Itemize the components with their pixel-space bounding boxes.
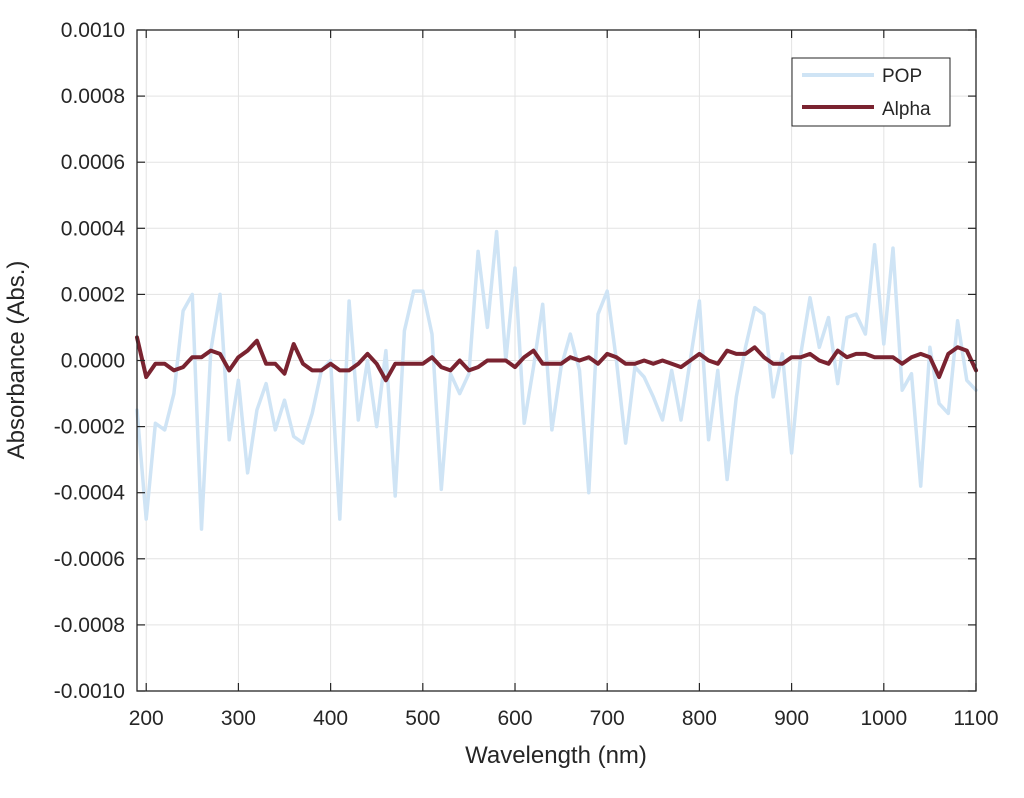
x-tick-label: 500 xyxy=(405,707,440,730)
x-tick-label: 800 xyxy=(682,707,717,730)
y-tick-label: 0.0010 xyxy=(61,19,125,42)
y-tick-label: 0.0006 xyxy=(61,151,125,174)
y-tick-label: 0.0000 xyxy=(61,350,125,373)
x-tick-label: 1000 xyxy=(860,707,907,730)
x-tick-label: 600 xyxy=(497,707,532,730)
y-tick-label: -0.0002 xyxy=(54,416,125,439)
x-tick-label: 400 xyxy=(313,707,348,730)
y-tick-label: 0.0002 xyxy=(61,283,125,306)
x-tick-label: 1100 xyxy=(953,707,998,730)
legend: POP Alpha xyxy=(791,57,951,127)
legend-label-pop: POP xyxy=(882,66,922,87)
x-tick-label: 200 xyxy=(129,707,164,730)
y-tick-label: 0.0004 xyxy=(61,217,126,240)
y-tick-label: -0.0010 xyxy=(54,680,125,703)
legend-label-alpha: Alpha xyxy=(882,99,931,120)
y-tick-labels: -0.0010 -0.0008 -0.0006 -0.0004 -0.0002 0.000… xyxy=(54,19,126,703)
series-line-alpha xyxy=(135,335,978,383)
series-line-pop xyxy=(135,229,978,531)
x-tick-labels: 200 300 400 500 600 700 800 900 1000 1100 xyxy=(129,707,999,730)
legend-box xyxy=(791,57,951,127)
series-layer xyxy=(135,229,978,531)
x-tick-label: 300 xyxy=(221,707,256,730)
x-tick-label: 700 xyxy=(590,707,625,730)
x-tick-label: 900 xyxy=(774,707,809,730)
y-tick-label: -0.0008 xyxy=(54,614,125,637)
y-tick-label: 0.0008 xyxy=(61,85,125,108)
y-tick-label: -0.0004 xyxy=(54,482,126,505)
x-axis-title: Wavelength (nm) xyxy=(465,742,647,769)
ticks xyxy=(137,29,977,692)
y-axis-title: Absorbance (Abs.) xyxy=(3,261,30,460)
y-tick-label: -0.0006 xyxy=(54,548,125,571)
